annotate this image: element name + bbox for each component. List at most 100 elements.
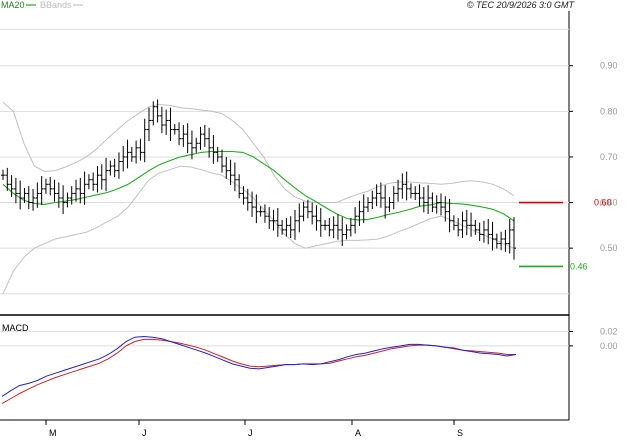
price-bar xyxy=(241,186,246,205)
price-bar xyxy=(125,139,130,169)
copyright-text: © TEC 20/9/2026 3:0 GMT xyxy=(467,0,576,10)
price-bar xyxy=(232,162,237,192)
price-bar xyxy=(305,199,310,219)
price-bar xyxy=(318,208,323,237)
price-bar xyxy=(331,216,336,239)
price-bar xyxy=(314,205,319,231)
price-bar xyxy=(469,212,474,237)
price-bar xyxy=(198,126,203,150)
x-tick-label: S xyxy=(457,428,463,438)
price-bar xyxy=(82,171,87,205)
bbands-legend-label: BBands xyxy=(40,0,72,10)
support-label: 0.46 xyxy=(570,261,588,271)
price-bar xyxy=(121,145,126,172)
price-bar xyxy=(391,186,396,210)
price-bar xyxy=(228,159,233,186)
price-bar xyxy=(503,229,508,252)
price-bar xyxy=(494,233,499,249)
price-bar xyxy=(267,207,272,229)
price-bar xyxy=(413,186,418,200)
price-y-tick-label: 0.70 xyxy=(600,152,618,162)
price-bar xyxy=(464,209,469,236)
price-bar xyxy=(297,203,302,233)
price-grid xyxy=(0,28,569,295)
price-bar xyxy=(108,160,113,176)
macd-grid xyxy=(0,330,569,347)
bb-upper-line xyxy=(2,101,515,203)
price-bar xyxy=(69,186,74,205)
price-bar xyxy=(361,194,366,224)
price-bar xyxy=(159,106,164,134)
price-bar xyxy=(426,185,431,215)
price-bar xyxy=(284,218,289,237)
price-bar xyxy=(271,209,276,231)
price-bar xyxy=(280,219,285,235)
price-bar xyxy=(451,215,456,231)
macd-y-axis: 0.02 0.00 xyxy=(569,326,618,351)
price-bar xyxy=(323,219,328,231)
price-bar xyxy=(168,107,173,142)
price-bar xyxy=(220,149,224,173)
price-bar xyxy=(52,179,57,202)
price-bar xyxy=(65,192,70,208)
ma20-path xyxy=(2,150,515,222)
price-y-tick-label: 0.80 xyxy=(600,106,618,116)
price-bar xyxy=(374,184,379,207)
price-bar xyxy=(78,177,83,204)
price-bar xyxy=(370,190,375,210)
price-bar xyxy=(348,218,353,237)
price-bar xyxy=(404,171,409,201)
price-bar xyxy=(499,231,504,251)
price-bar xyxy=(262,204,267,223)
price-bar xyxy=(9,175,14,198)
ma-legend-label: MA20 xyxy=(1,0,25,10)
price-bar xyxy=(490,221,495,251)
price-bar xyxy=(164,109,169,135)
price-bar xyxy=(5,167,10,191)
price-bar xyxy=(138,138,143,161)
price-bar xyxy=(18,180,23,210)
price-bar xyxy=(288,216,293,239)
x-tick-label: M xyxy=(49,428,57,438)
price-bar xyxy=(151,101,156,126)
price-bar xyxy=(189,130,194,160)
price-bar xyxy=(366,197,370,213)
bollinger-bands xyxy=(2,101,515,295)
price-bar xyxy=(13,177,18,204)
price-bar xyxy=(507,218,512,254)
price-bar xyxy=(116,152,121,179)
price-bar xyxy=(43,178,48,194)
price-y-tick-label: 0.50 xyxy=(600,243,618,253)
price-bar xyxy=(396,179,401,202)
price-bar xyxy=(26,186,31,210)
price-bar xyxy=(61,185,66,215)
price-bar xyxy=(254,194,259,224)
price-bar xyxy=(340,217,345,246)
price-bar xyxy=(400,173,405,199)
price-bar xyxy=(258,206,263,217)
price-bar xyxy=(293,209,297,240)
macd-lines xyxy=(1,335,517,405)
price-bar xyxy=(202,125,207,147)
price-bar xyxy=(129,146,134,162)
macd-signal-line xyxy=(1,338,516,405)
price-bar xyxy=(430,192,435,213)
price-bars xyxy=(1,99,516,260)
price-bar xyxy=(417,184,422,207)
ma20-line xyxy=(2,150,515,222)
price-bar xyxy=(104,157,109,192)
price-bar xyxy=(447,198,452,233)
price-bar xyxy=(155,99,160,123)
price-y-tick-label: 0.60 xyxy=(600,198,618,208)
price-bar xyxy=(327,218,332,237)
price-bar xyxy=(310,202,315,225)
price-bar xyxy=(181,125,186,147)
price-bar xyxy=(112,158,117,178)
price-bar xyxy=(486,218,491,245)
price-bar xyxy=(86,174,91,190)
price-bar xyxy=(456,218,461,237)
price-bar xyxy=(56,182,61,208)
price-bar xyxy=(512,217,516,260)
